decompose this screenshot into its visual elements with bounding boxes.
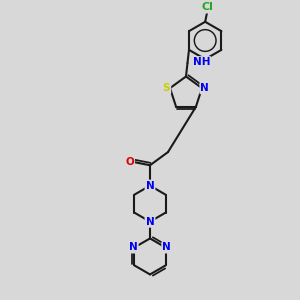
Text: N: N	[162, 242, 171, 252]
Text: N: N	[146, 217, 154, 226]
Text: Cl: Cl	[202, 2, 214, 12]
Text: O: O	[125, 157, 134, 167]
Text: N: N	[146, 181, 154, 191]
Text: N: N	[129, 242, 138, 252]
Text: N: N	[200, 83, 209, 93]
Text: NH: NH	[193, 57, 210, 67]
Text: S: S	[163, 83, 170, 93]
